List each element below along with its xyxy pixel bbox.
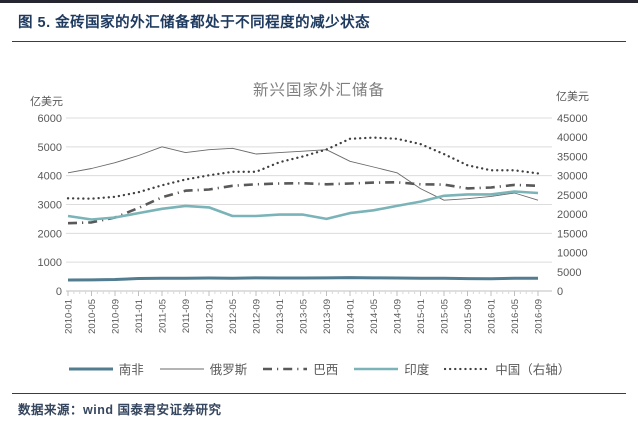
svg-text:30000: 30000: [557, 171, 588, 183]
svg-text:5000: 5000: [38, 142, 62, 154]
svg-text:2014-01: 2014-01: [346, 299, 357, 334]
svg-text:2000: 2000: [38, 228, 62, 240]
svg-text:2013-09: 2013-09: [322, 299, 333, 334]
svg-text:35000: 35000: [557, 151, 588, 163]
legend-label-india: 印度: [404, 363, 430, 377]
chart-title: 新兴国家外汇储备: [252, 82, 385, 99]
svg-text:0: 0: [56, 286, 62, 298]
x-axis-ticks: [67, 291, 539, 296]
svg-text:5000: 5000: [557, 267, 581, 279]
svg-text:2014-05: 2014-05: [369, 299, 380, 334]
svg-text:2013-05: 2013-05: [299, 299, 310, 334]
title-rule: [12, 41, 626, 42]
legend-label-russia: 俄罗斯: [209, 363, 248, 377]
y-axis-right-tick-labels: 0 5000 10000 15000 20000 25000 30000 35000 40000…: [557, 113, 588, 298]
svg-text:0: 0: [557, 286, 563, 298]
svg-text:2015-09: 2015-09: [463, 299, 474, 334]
svg-text:2011-05: 2011-05: [158, 299, 169, 333]
legend-line-sample-south-africa: [68, 367, 113, 370]
legend-line-sample-china: [444, 367, 491, 370]
legend-item-brazil: 巴西: [262, 359, 338, 378]
svg-text:40000: 40000: [557, 132, 588, 144]
svg-text:2013-01: 2013-01: [275, 299, 286, 334]
series-lines: [66, 136, 540, 282]
legend-label-brazil: 巴西: [313, 363, 339, 377]
svg-text:10000: 10000: [557, 248, 588, 260]
legend-label-south-africa: 南非: [118, 363, 144, 377]
legend-item-south-africa: 南非: [68, 359, 144, 378]
svg-text:45000: 45000: [557, 113, 588, 125]
legend-item-russia: 俄罗斯: [159, 359, 248, 378]
series-line-china: [66, 136, 540, 200]
svg-text:2010-01: 2010-01: [64, 299, 75, 334]
svg-text:2012-05: 2012-05: [228, 299, 239, 334]
legend-item-china: 中国（右轴）: [444, 359, 570, 378]
svg-text:1000: 1000: [38, 257, 62, 269]
gridlines: [66, 117, 552, 292]
series-line-russia: [67, 146, 539, 201]
svg-text:2011-09: 2011-09: [181, 299, 192, 333]
svg-text:2015-01: 2015-01: [416, 299, 427, 334]
legend-item-india: 印度: [353, 359, 429, 378]
svg-text:6000: 6000: [38, 113, 62, 125]
svg-text:20000: 20000: [557, 209, 588, 221]
svg-text:2015-05: 2015-05: [440, 299, 451, 334]
svg-text:2014-09: 2014-09: [393, 299, 404, 334]
legend-label-china: 中国（右轴）: [495, 363, 571, 377]
svg-text:2010-09: 2010-09: [111, 299, 122, 334]
left-axis-unit-label: 亿美元: [30, 96, 63, 108]
svg-text:4000: 4000: [38, 171, 62, 183]
top-rule: [0, 0, 638, 3]
series-line-south-africa: [67, 276, 539, 282]
svg-text:2016-01: 2016-01: [487, 299, 498, 334]
svg-text:2012-09: 2012-09: [252, 299, 263, 334]
y-axis-left-tick-labels: 0 1000 2000 3000 4000 5000 6000: [38, 113, 62, 298]
svg-text:2010-05: 2010-05: [87, 299, 98, 334]
svg-text:2011-01: 2011-01: [134, 299, 145, 333]
right-axis-unit-label: 亿美元: [556, 91, 589, 103]
series-line-brazil: [67, 181, 539, 225]
figure-title: 图 5. 金砖国家的外汇储备都处于不同程度的减少状态: [18, 15, 371, 31]
legend-line-sample-brazil: [263, 367, 308, 370]
x-axis-tick-labels: 2010-01 2010-05 2010-09 2011-01 2011-05 2011-…: [64, 299, 545, 334]
series-line-india: [67, 190, 539, 221]
svg-text:3000: 3000: [38, 200, 62, 212]
chart-legend: 南非 俄罗斯 巴西 印度 中国（右轴）: [0, 359, 638, 378]
data-source-note: 数据来源：wind 国泰君安证券研究: [18, 403, 222, 417]
footer-rule: [12, 393, 626, 394]
svg-text:15000: 15000: [557, 228, 588, 240]
svg-text:2016-05: 2016-05: [510, 299, 521, 334]
svg-text:25000: 25000: [557, 190, 588, 202]
svg-text:2012-01: 2012-01: [205, 299, 216, 334]
svg-text:2016-09: 2016-09: [534, 299, 545, 334]
legend-line-sample-russia: [159, 368, 204, 369]
legend-line-sample-india: [354, 367, 399, 370]
